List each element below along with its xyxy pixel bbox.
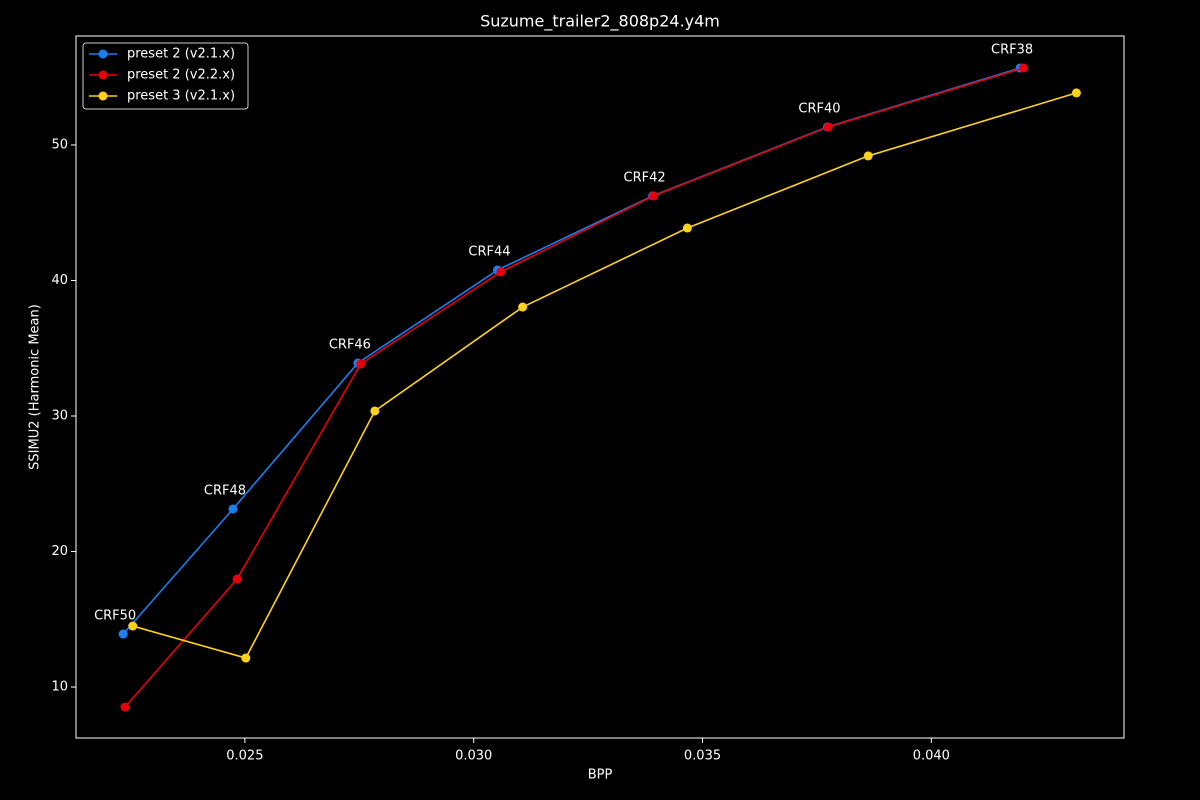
point-label: CRF42 <box>624 170 666 185</box>
point-label: CRF50 <box>94 609 136 624</box>
point-label: CRF46 <box>329 338 371 353</box>
point-label: CRF40 <box>798 101 840 116</box>
data-point <box>356 359 366 369</box>
point-label: CRF48 <box>204 483 246 498</box>
series-line <box>124 67 1024 708</box>
legend-marker <box>98 49 108 59</box>
y-tick-label: 50 <box>51 137 68 152</box>
x-tick-label: 0.030 <box>455 749 492 764</box>
data-point <box>120 702 130 712</box>
data-point <box>232 574 242 584</box>
y-tick-label: 30 <box>51 409 68 424</box>
point-label: CRF44 <box>468 245 510 260</box>
data-point <box>682 223 692 233</box>
y-tick-label: 10 <box>51 680 68 695</box>
series-line <box>132 92 1077 659</box>
legend-box <box>82 42 249 110</box>
x-tick-label: 0.040 <box>913 749 950 764</box>
legend-label: preset 2 (v2.2.x) <box>127 68 235 83</box>
data-point <box>118 629 128 639</box>
point-label: CRF38 <box>991 42 1033 57</box>
x-tick-label: 0.025 <box>226 749 263 764</box>
y-tick-label: 40 <box>51 273 68 288</box>
data-point <box>863 151 873 161</box>
data-point <box>1071 88 1081 98</box>
data-point <box>370 406 380 416</box>
data-point <box>649 191 659 201</box>
legend: preset 2 (v2.1.x) preset 2 (v2.2.x) preset… <box>82 42 249 110</box>
data-point <box>241 653 251 663</box>
y-axis-label: SSIMU2 (Harmonic Mean) <box>28 304 43 470</box>
data-point <box>128 621 138 631</box>
plot-frame <box>75 35 1125 739</box>
legend-marker <box>98 70 108 80</box>
data-point <box>518 302 528 312</box>
series-line <box>122 67 1021 635</box>
x-axis-label: BPP <box>588 768 613 783</box>
legend-marker <box>98 91 108 101</box>
data-point <box>496 267 506 277</box>
chart-title: Suzume_trailer2_808p24.y4m <box>480 12 720 32</box>
data-point <box>1018 63 1028 73</box>
data-point <box>228 504 238 514</box>
legend-label: preset 3 (v2.1.x) <box>127 89 235 104</box>
y-tick-label: 20 <box>51 544 68 559</box>
data-point <box>823 122 833 132</box>
x-tick-label: 0.035 <box>684 749 721 764</box>
legend-label: preset 2 (v2.1.x) <box>127 47 235 62</box>
